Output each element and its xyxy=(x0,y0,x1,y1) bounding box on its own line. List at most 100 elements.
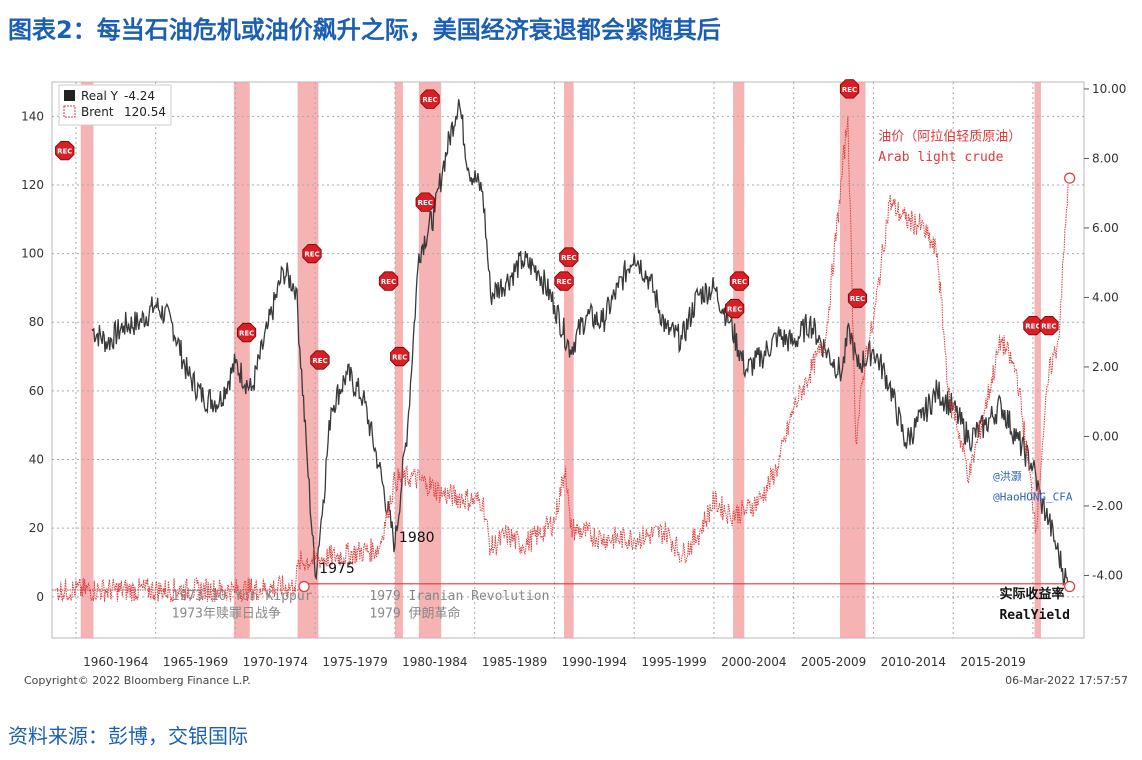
rec-badge: REC xyxy=(839,79,860,99)
rec-badge-label: REC xyxy=(57,148,72,156)
chart-title: 图表2：每当石油危机或油价飙升之际，美国经济衰退都会紧随其后 xyxy=(8,16,721,44)
rec-badge-label: REC xyxy=(381,278,396,286)
x-tick-label: 2015-2019 xyxy=(960,655,1025,669)
rec-badge: REC xyxy=(847,288,868,308)
x-tick-label: 1990-1994 xyxy=(562,655,627,669)
rec-badge-shape xyxy=(554,271,574,291)
x-tick-label: 1985-1989 xyxy=(482,655,547,669)
rec-badge: REC xyxy=(559,247,579,267)
recession-band xyxy=(564,82,574,638)
y-right-tick-label: 4.00 xyxy=(1092,290,1119,304)
y-left-tick-label: 0 xyxy=(36,590,44,604)
y-right-tick-label: 8.00 xyxy=(1092,151,1119,165)
annotation-real-yield-label-cn: 实际收益率 xyxy=(999,586,1064,602)
annotation-yom-kippur-en: 1973-10 Yom Kippur xyxy=(172,589,313,604)
legend-brent-name: Brent xyxy=(81,105,114,119)
y-left-tick-label: 140 xyxy=(21,109,44,123)
rec-badge-label: REC xyxy=(842,86,857,94)
legend-real-y-swatch xyxy=(64,90,75,101)
real-yield-end-marker xyxy=(1064,580,1076,593)
point-label: 1980 xyxy=(399,530,435,546)
grid xyxy=(52,82,1084,638)
legend-brent-value: 120.54 xyxy=(124,105,166,119)
y-left-tick-label: 40 xyxy=(29,453,44,467)
axes: 1960-1964 1965-1969 1970-1974 1975-1979 1980… xyxy=(21,82,1126,669)
rec-badge-shape xyxy=(310,350,330,370)
recession-band xyxy=(418,82,442,638)
rec-badge: REC xyxy=(236,322,257,343)
rec-badge-shape xyxy=(847,288,868,308)
x-tick-label: 1975-1979 xyxy=(322,655,387,669)
recession-band xyxy=(233,82,250,638)
rec-badge-shape xyxy=(302,243,322,264)
rec-badge-label: REC xyxy=(422,96,437,104)
annotation-author-handle-cn: @洪灏 xyxy=(993,469,1022,483)
y-right-tick-label: 0.00 xyxy=(1092,429,1119,443)
recession-badges: REC REC REC REC REC REC REC REC REC REC REC REC REC R… xyxy=(55,79,1059,370)
rec-badge-shape xyxy=(415,192,435,212)
recession-band xyxy=(297,82,319,638)
rec-badge: REC xyxy=(302,243,322,264)
rec-badge-label: REC xyxy=(556,278,571,286)
recession-band xyxy=(1034,82,1041,638)
rec-badge-label: REC xyxy=(418,199,433,207)
rec-badge: REC xyxy=(55,141,75,161)
rec-badge: REC xyxy=(729,271,750,291)
x-tick-label: 2000-2004 xyxy=(721,655,786,669)
brent-start-marker xyxy=(298,580,310,593)
rec-badge-shape xyxy=(1039,315,1059,336)
y-left-tick-label: 100 xyxy=(21,247,44,261)
rec-badge-shape xyxy=(725,298,745,319)
y-left-tick-label: 80 xyxy=(29,315,44,329)
timestamp: 06-Mar-2022 17:57:57 xyxy=(1005,674,1128,687)
rec-badge-shape xyxy=(729,271,750,291)
source-note: 资料来源：彭博，交银国际 xyxy=(8,724,248,748)
y-left-tick-label: 60 xyxy=(29,384,44,398)
annotation-arab-light-crude-cn: 油价（阿拉伯轻质原油） xyxy=(878,129,1021,144)
y-right-tick-label: 6.00 xyxy=(1092,221,1119,235)
rec-badge-shape xyxy=(1023,315,1043,336)
rec-badge: REC xyxy=(554,271,574,291)
rec-badge-label: REC xyxy=(850,295,865,303)
y-right-tick-label: -4.00 xyxy=(1092,568,1123,582)
annotation-yom-kippur-cn: 1973年赎罪日战争 xyxy=(172,606,281,621)
annotation-author-handle-en: @HaoHONG_CFA xyxy=(993,491,1073,504)
rec-badge-shape xyxy=(390,346,410,367)
rec-badge-label: REC xyxy=(561,254,576,262)
legend: Real Y -4.24 Brent 120.54 xyxy=(58,84,172,126)
y-right-tick-label: 10.00 xyxy=(1092,82,1126,96)
x-tick-label: 1980-1984 xyxy=(402,655,467,669)
x-tick-label: 2010-2014 xyxy=(881,655,946,669)
annotation-iranian-revolution-cn: 1979 伊朗革命 xyxy=(369,605,460,621)
brent-end-marker xyxy=(1064,172,1076,184)
rec-badge-label: REC xyxy=(727,306,742,314)
x-tick-label: 1970-1974 xyxy=(243,655,308,669)
annotation-iranian-revolution-en: 1979 Iranian Revolution xyxy=(369,589,549,604)
series xyxy=(52,99,1076,603)
rec-badge-label: REC xyxy=(732,278,747,286)
rec-badge-shape xyxy=(420,89,440,109)
x-tick-label: 1960-1964 xyxy=(83,655,148,669)
x-tick-label: 2005-2009 xyxy=(801,655,866,669)
legend-real-y-name: Real Y xyxy=(81,89,119,103)
x-tick-label: 1965-1969 xyxy=(163,655,228,669)
rec-badge: REC xyxy=(420,89,440,109)
rec-badge-label: REC xyxy=(239,330,254,338)
rec-badge-label: REC xyxy=(1041,323,1056,331)
annotation-real-yield-label-en: RealYield xyxy=(999,608,1069,623)
rec-badge-shape xyxy=(559,247,579,267)
rec-badge-shape xyxy=(378,271,399,291)
y-right-tick-label: -2.00 xyxy=(1092,499,1123,513)
rec-badge-label: REC xyxy=(312,357,327,365)
rec-badge-label: REC xyxy=(392,354,407,362)
rec-badge-shape xyxy=(839,79,860,99)
rec-badge: REC xyxy=(390,346,410,367)
annotations: 1975 1980 1973-10 Yom Kippur 1973年赎罪日战争 1979… xyxy=(172,129,1073,623)
rec-badge-shape xyxy=(55,141,75,161)
annotation-arab-light-crude-en: Arab light crude xyxy=(878,150,1003,165)
series-real-y-line xyxy=(91,99,1069,587)
y-right-tick-label: 2.00 xyxy=(1092,360,1119,374)
rec-badge-shape xyxy=(236,322,257,343)
y-left-tick-label: 20 xyxy=(29,521,44,535)
copyright: Copyright© 2022 Bloomberg Finance L.P. xyxy=(24,674,251,687)
